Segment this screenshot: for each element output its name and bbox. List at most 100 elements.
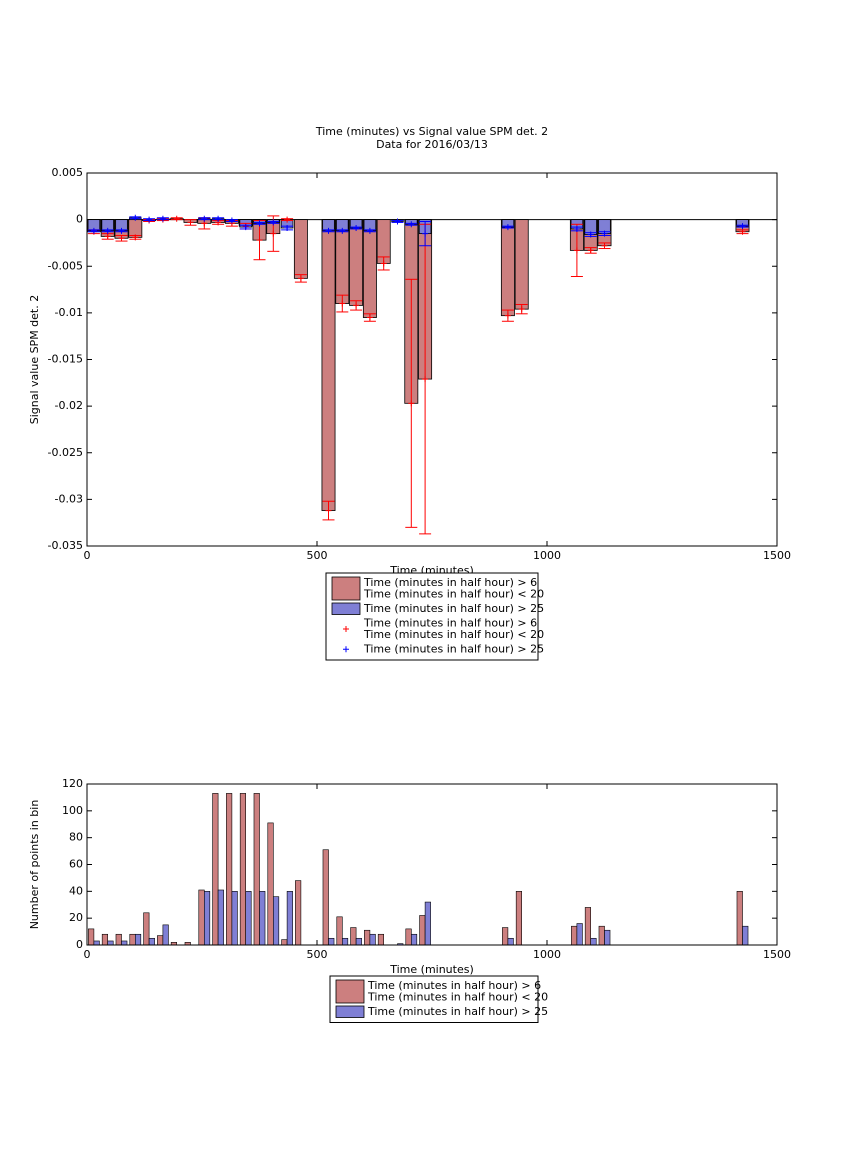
legend-label: Time (minutes in half hour) > 6 Time (min… <box>363 576 544 601</box>
legend-label: Time (minutes in half hour) > 6 Time (min… <box>363 616 544 641</box>
marker <box>394 218 401 225</box>
marker <box>587 231 594 238</box>
bar <box>507 937 514 946</box>
bar <box>239 793 246 946</box>
y-tick-label: 0 <box>76 938 83 951</box>
marker <box>339 227 346 234</box>
bar <box>88 928 95 946</box>
bar <box>143 912 150 946</box>
bar <box>341 937 349 946</box>
bar <box>584 907 591 946</box>
bar <box>121 940 128 946</box>
plot-area <box>87 784 777 945</box>
marker <box>325 227 332 234</box>
bar <box>135 933 142 946</box>
legend-marker <box>343 626 349 632</box>
bar <box>148 937 155 946</box>
bar <box>328 937 335 946</box>
bar <box>502 927 509 946</box>
bar <box>259 891 266 946</box>
axes-box <box>86 783 778 946</box>
bar <box>321 219 336 511</box>
bar <box>267 822 274 946</box>
x-tick-label: 0 <box>84 549 91 562</box>
marker <box>518 306 525 313</box>
marker <box>573 225 580 232</box>
y-tick-label: 0.005 <box>52 166 84 179</box>
marker <box>270 230 277 237</box>
x-axis-label: Time (minutes) <box>389 963 474 976</box>
bar <box>736 891 743 946</box>
marker <box>408 221 415 228</box>
bar <box>369 933 376 946</box>
y-tick-label: -0.025 <box>48 446 83 459</box>
bar <box>350 927 357 946</box>
marker <box>408 400 415 407</box>
bar <box>322 849 329 946</box>
bar <box>101 933 109 946</box>
y-tick-label: -0.015 <box>48 353 83 366</box>
bar <box>349 219 364 306</box>
legend-label: Time (minutes in half hour) > 25 <box>367 1005 548 1018</box>
bar <box>162 924 169 946</box>
bar <box>410 933 418 946</box>
marker <box>339 300 346 307</box>
marker <box>297 275 304 282</box>
marker <box>573 247 580 254</box>
marker <box>325 507 332 514</box>
chart-title: Time (minutes) vs Signal value SPM det. … <box>315 125 548 138</box>
marker <box>104 227 111 234</box>
x-tick-label: 1500 <box>763 549 791 562</box>
bar <box>419 915 426 946</box>
bar <box>362 219 377 318</box>
bar <box>293 219 308 279</box>
legend-marker <box>343 646 349 653</box>
y-axis-label: Signal value SPM det. 2 <box>28 295 41 425</box>
bar <box>272 896 280 946</box>
bar <box>157 935 164 946</box>
bar <box>217 889 224 946</box>
marker <box>587 247 594 254</box>
bar <box>226 793 233 946</box>
x-tick-label: 1500 <box>763 948 791 961</box>
marker <box>380 260 387 267</box>
y-tick-label: 100 <box>62 804 83 817</box>
marker <box>256 220 263 227</box>
marker <box>601 242 608 249</box>
x-tick-label: 0 <box>84 948 91 961</box>
marker <box>422 376 429 383</box>
legend-box <box>329 975 539 1023</box>
marker <box>187 219 194 226</box>
bar <box>129 933 136 946</box>
marker <box>739 228 746 235</box>
bar <box>93 940 100 946</box>
bar <box>571 925 578 946</box>
marker <box>146 216 153 223</box>
marker <box>353 225 360 232</box>
y-axis-label: Number of points in bin <box>28 800 41 930</box>
y-tick-label: -0.01 <box>55 306 83 319</box>
bar <box>253 793 260 946</box>
marker <box>353 302 360 309</box>
x-tick-label: 1000 <box>533 948 561 961</box>
marker <box>504 224 511 231</box>
y-tick-label: -0.03 <box>55 492 83 505</box>
marker <box>284 216 291 223</box>
bar <box>336 916 343 946</box>
legend-label: Time (minutes in half hour) > 25 <box>363 602 544 615</box>
axes-box <box>86 172 778 547</box>
marker <box>422 230 429 237</box>
bar <box>355 937 362 946</box>
legend-swatch <box>331 602 361 615</box>
legend-box <box>325 572 539 661</box>
y-tick-label: -0.005 <box>48 259 83 272</box>
chart-subtitle: Data for 2016/03/13 <box>376 138 488 151</box>
marker <box>132 214 139 221</box>
marker <box>284 225 291 232</box>
marker <box>118 235 125 242</box>
y-tick-label: 0 <box>76 213 83 226</box>
bar <box>742 925 749 946</box>
bar <box>281 939 288 946</box>
bar <box>405 928 412 946</box>
marker <box>366 314 373 321</box>
